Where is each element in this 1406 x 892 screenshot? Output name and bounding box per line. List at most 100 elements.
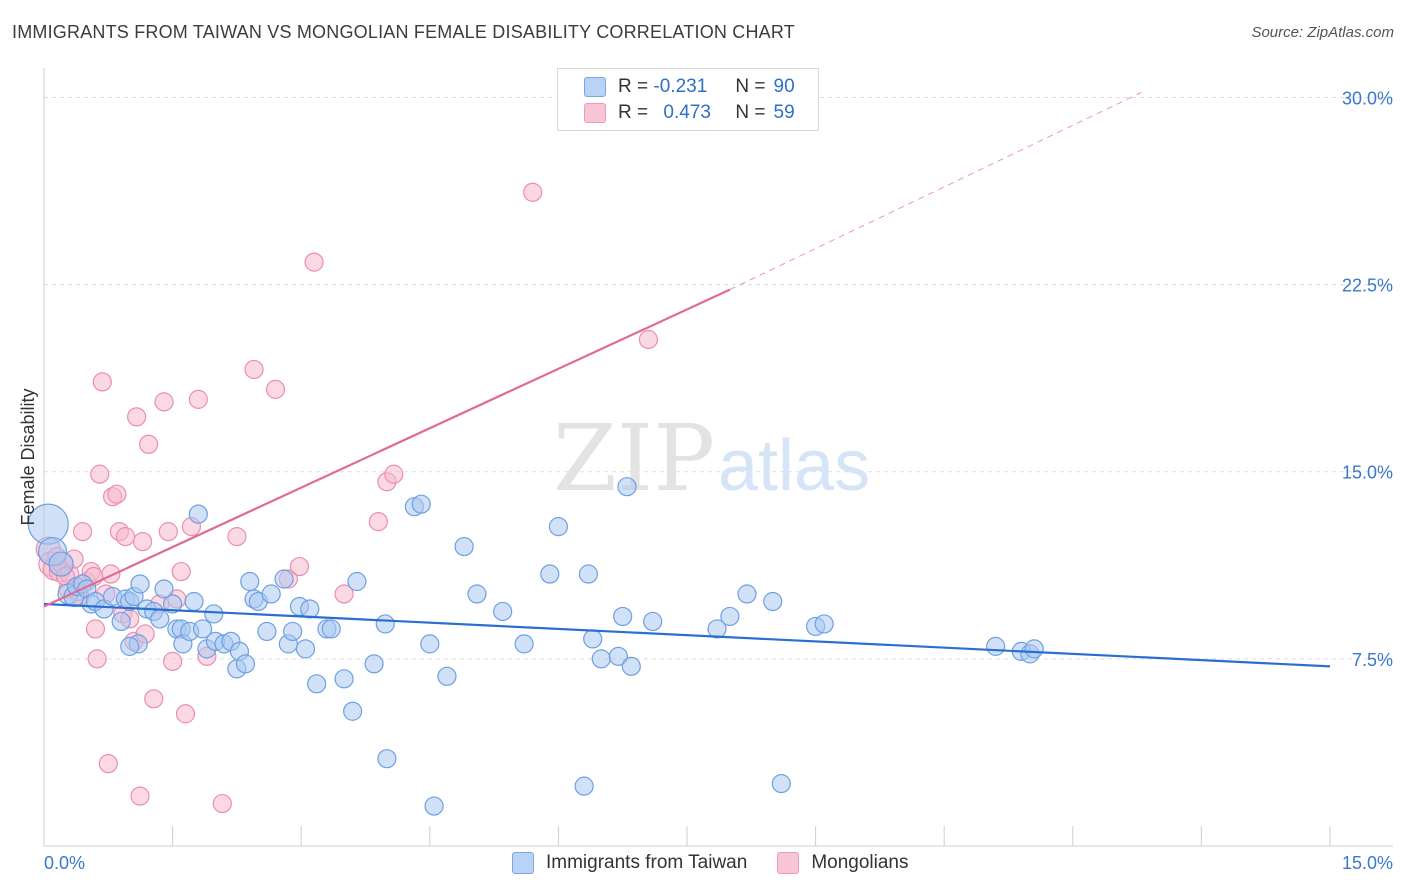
watermark: ZIP atlas [553, 405, 870, 512]
taiwan-point [154, 579, 174, 599]
x-tick-label-max: 15.0% [1342, 853, 1393, 873]
mongolians-point [265, 379, 286, 399]
mongolians-point [171, 561, 191, 582]
axes [43, 68, 1393, 847]
taiwan-point [283, 621, 303, 642]
r-label: R = [618, 76, 649, 97]
taiwan-point [261, 584, 281, 604]
taiwan-point [493, 601, 513, 622]
mongolians-point [244, 359, 264, 380]
y-tick-label: 7.5% [1352, 650, 1393, 670]
series-legend: Immigrants from Taiwan Mongolians [512, 852, 939, 874]
taiwan-point [608, 646, 629, 666]
taiwan-point [347, 571, 367, 592]
taiwan-point [617, 477, 637, 497]
taiwan-point [720, 606, 740, 627]
mongolians-point [72, 522, 93, 542]
mongolians-point [175, 704, 196, 724]
mongolians-point [523, 182, 543, 202]
mongolians-trend-line [43, 288, 731, 608]
taiwan-point [814, 614, 834, 634]
mongolians-point [90, 464, 110, 484]
taiwan-point [514, 634, 534, 654]
mongolians-point [132, 531, 153, 552]
taiwan-point [424, 796, 444, 816]
source-label: Source: ZipAtlas.com [1251, 24, 1394, 41]
mongolians-point [101, 564, 121, 584]
taiwan-point [437, 666, 457, 686]
mongolians-point [227, 527, 247, 547]
taiwan-point [204, 604, 224, 624]
mongolians-point [289, 556, 310, 577]
watermark-zip: ZIP [553, 405, 715, 512]
taiwan-point [583, 629, 603, 649]
mongolians-point [304, 252, 324, 272]
taiwan-point [343, 701, 363, 721]
mongolians-point [188, 389, 208, 409]
taiwan-point [334, 669, 354, 689]
x-tick-label-min: 0.0% [44, 853, 85, 873]
taiwan-point [771, 774, 791, 794]
y-axis-label: Female Disability [18, 388, 38, 525]
y-axis-tick-labels: 30.0% 22.5% 15.0% 7.5% [1342, 88, 1393, 669]
taiwan-point [737, 584, 757, 604]
x-axis-ticks [43, 826, 1331, 846]
r-label: R = [618, 102, 649, 123]
taiwan-point [130, 574, 150, 594]
taiwan-point [986, 636, 1006, 656]
legend-label-taiwan: Immigrants from Taiwan [546, 852, 748, 873]
taiwan-point [707, 619, 727, 639]
taiwan-point [300, 599, 320, 619]
taiwan-point [643, 611, 663, 632]
legend-label-mongolians: Mongolians [811, 852, 909, 873]
mongolians-point [163, 651, 183, 671]
taiwan-point [574, 776, 594, 796]
mongolians-swatch [584, 103, 606, 123]
taiwan-point [364, 654, 384, 674]
mongolians-point [85, 619, 106, 639]
mongolians-point [144, 689, 164, 709]
mongolians-point [87, 649, 107, 669]
mongolians-point [384, 464, 404, 484]
taiwan-point [375, 614, 395, 634]
taiwan-point [307, 674, 327, 694]
mongolians-point [138, 434, 159, 454]
taiwan-point [454, 536, 474, 557]
r-value-taiwan: -0.231 [653, 76, 708, 97]
trend-lines [43, 92, 1331, 668]
n-value-mongolians: 59 [773, 102, 795, 123]
y-tick-label: 30.0% [1342, 88, 1393, 108]
taiwan-points [27, 477, 1044, 816]
taiwan-point [763, 591, 783, 612]
taiwan-legend-swatch [512, 852, 534, 874]
mongolians-legend-swatch [777, 852, 800, 874]
mongolians-point [368, 512, 388, 532]
watermark-atlas: atlas [718, 426, 870, 506]
mongolians-point [212, 793, 232, 814]
n-label: N = [735, 102, 766, 123]
mongolians-point [154, 392, 174, 412]
mongolians-point [638, 329, 659, 350]
mongolians-point [107, 484, 127, 504]
taiwan-point [188, 504, 208, 524]
mongolians-point [126, 407, 147, 427]
taiwan-point [193, 619, 213, 639]
legend-row-mongolians: R = 0.473 N = 59 [584, 100, 795, 126]
taiwan-point [540, 564, 560, 584]
taiwan-point [111, 611, 131, 632]
legend-item-mongolians[interactable]: Mongolians [777, 852, 909, 874]
correlation-legend: R = -0.231 N = 90 R = 0.473 N = 59 [557, 68, 819, 131]
legend-item-taiwan[interactable]: Immigrants from Taiwan [512, 852, 747, 874]
taiwan-point [257, 621, 277, 642]
taiwan-point [120, 636, 140, 656]
chart-title: IMMIGRANTS FROM TAIWAN VS MONGOLIAN FEMA… [12, 22, 795, 42]
legend-row-taiwan: R = -0.231 N = 90 [584, 74, 795, 100]
taiwan-point [48, 551, 74, 577]
mongolians-point [92, 372, 112, 392]
n-label: N = [735, 76, 766, 97]
taiwan-point [411, 494, 431, 514]
taiwan-swatch [584, 77, 606, 97]
y-tick-label: 22.5% [1342, 276, 1393, 296]
taiwan-point [578, 564, 599, 584]
